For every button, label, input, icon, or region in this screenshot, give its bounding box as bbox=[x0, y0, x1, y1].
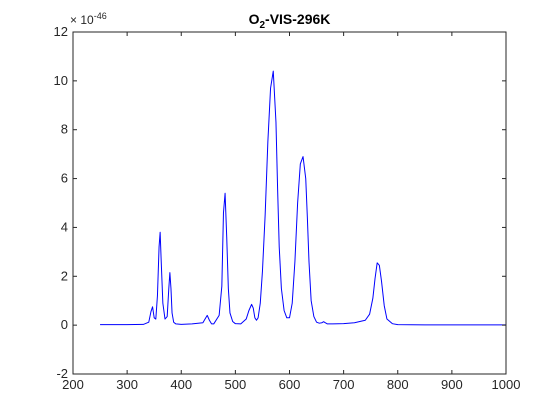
x-tick-label: 200 bbox=[62, 377, 84, 392]
x-tick-label: 400 bbox=[170, 377, 192, 392]
y-exponent-label: × 10-46 bbox=[70, 11, 107, 27]
x-tick-label: 600 bbox=[279, 377, 301, 392]
y-tick-label: 8 bbox=[61, 122, 68, 137]
series-layer bbox=[100, 70, 506, 326]
y-exponent-power: -46 bbox=[94, 11, 107, 21]
y-exponent-base: × 10 bbox=[70, 13, 94, 27]
y-tick-label: 6 bbox=[61, 171, 68, 186]
y-tick-label: -2 bbox=[56, 366, 68, 381]
series-line-1 bbox=[100, 70, 506, 326]
title-rest: -VIS-296K bbox=[265, 11, 330, 27]
title-subscript: 2 bbox=[259, 20, 265, 31]
x-tick-label: 300 bbox=[116, 377, 138, 392]
x-tick-label: 900 bbox=[441, 377, 463, 392]
y-tick-label: 12 bbox=[54, 24, 68, 39]
axes-layer: 200 300 400 500 600 700 800 900 1000 -2 0 2 4 6 8 10 12 bbox=[54, 24, 521, 392]
x-tick-label: 800 bbox=[387, 377, 409, 392]
title-base: O bbox=[249, 11, 260, 27]
y-tick-label: 10 bbox=[54, 73, 68, 88]
y-tick-label: 0 bbox=[61, 317, 68, 332]
chart-title: O2-VIS-296K bbox=[249, 11, 331, 31]
y-tick-label: 2 bbox=[61, 268, 68, 283]
x-tick-label: 700 bbox=[333, 377, 355, 392]
plot-area bbox=[73, 32, 506, 374]
x-tick-label: 500 bbox=[225, 377, 247, 392]
x-tick-label: 1000 bbox=[492, 377, 521, 392]
y-tick-label: 4 bbox=[61, 219, 68, 234]
